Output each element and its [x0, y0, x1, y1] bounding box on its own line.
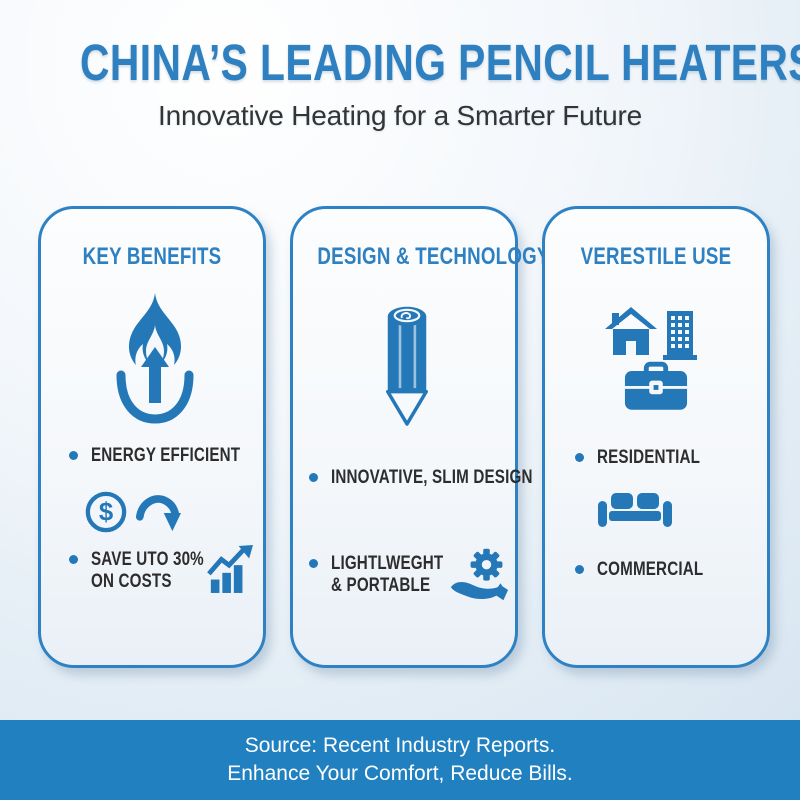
- card-key-benefits: KEY BENEFITS ENERGY EFFICIENT $ SAVE UTO…: [38, 206, 266, 668]
- page-subtitle: Innovative Heating for a Smarter Future: [158, 100, 642, 131]
- growth-chart-icon: [207, 545, 253, 593]
- footer-tagline-line: Enhance Your Comfort, Reduce Bills.: [227, 762, 573, 785]
- bullet-dot-icon: [575, 453, 584, 462]
- pencil-heater-icon: [386, 306, 428, 426]
- house-building-icon: [605, 307, 697, 360]
- bullet-label: COMMERCIAL: [597, 559, 704, 580]
- bullet-label: RESIDENTIAL: [597, 447, 701, 468]
- bullet-dot-icon: [309, 559, 318, 568]
- sofa-icon: [598, 493, 672, 527]
- bullet-label: LIGHTLWEGHT & PORTABLE: [331, 553, 444, 596]
- dollar-symbol: $: [99, 499, 113, 527]
- flame-energy-icon: [116, 293, 194, 424]
- bullet-dot-icon: [309, 473, 318, 482]
- bullet-label: INNOVATIVE, SLIM DESIGN: [331, 467, 533, 488]
- bullet-dot-icon: [575, 565, 584, 574]
- card-design-technology: DESIGN & TECHNOLOGY INNOVATIVE, SLIM DES…: [290, 206, 550, 668]
- bullet-item: ENERGY EFFICIENT: [69, 445, 278, 467]
- bullet-item: INNOVATIVE, SLIM DESIGN: [309, 467, 583, 489]
- dollar-coin-icon: $: [85, 491, 127, 533]
- bullet-item: RESIDENTIAL: [575, 447, 726, 469]
- page-title: CHINA’S LEADING PENCIL HEATERS: [80, 34, 800, 91]
- bullet-label: ENERGY EFFICIENT: [91, 445, 241, 466]
- card-title: DESIGN & TECHNOLOGY: [317, 243, 550, 270]
- bullet-item: LIGHTLWEGHT & PORTABLE: [309, 553, 481, 597]
- card-title: KEY BENEFITS: [82, 243, 222, 270]
- bullet-item: COMMERCIAL: [575, 559, 730, 581]
- bullet-dot-icon: [69, 451, 78, 460]
- footer-bar: Source: Recent Industry Reports. Enhance…: [0, 720, 800, 800]
- bullet-item: SAVE UTO 30% ON COSTS: [69, 549, 241, 593]
- bullet-dot-icon: [69, 555, 78, 564]
- gear-hand-icon: [450, 548, 509, 601]
- curved-down-arrow-icon: [135, 495, 181, 532]
- briefcase-icon: [624, 361, 688, 410]
- bullet-label: SAVE UTO 30% ON COSTS: [91, 549, 204, 592]
- card-title: VERESTILE USE: [580, 243, 732, 270]
- card-versatile-use: VERESTILE USE: [542, 206, 770, 668]
- footer-source-line: Source: Recent Industry Reports.: [244, 734, 556, 757]
